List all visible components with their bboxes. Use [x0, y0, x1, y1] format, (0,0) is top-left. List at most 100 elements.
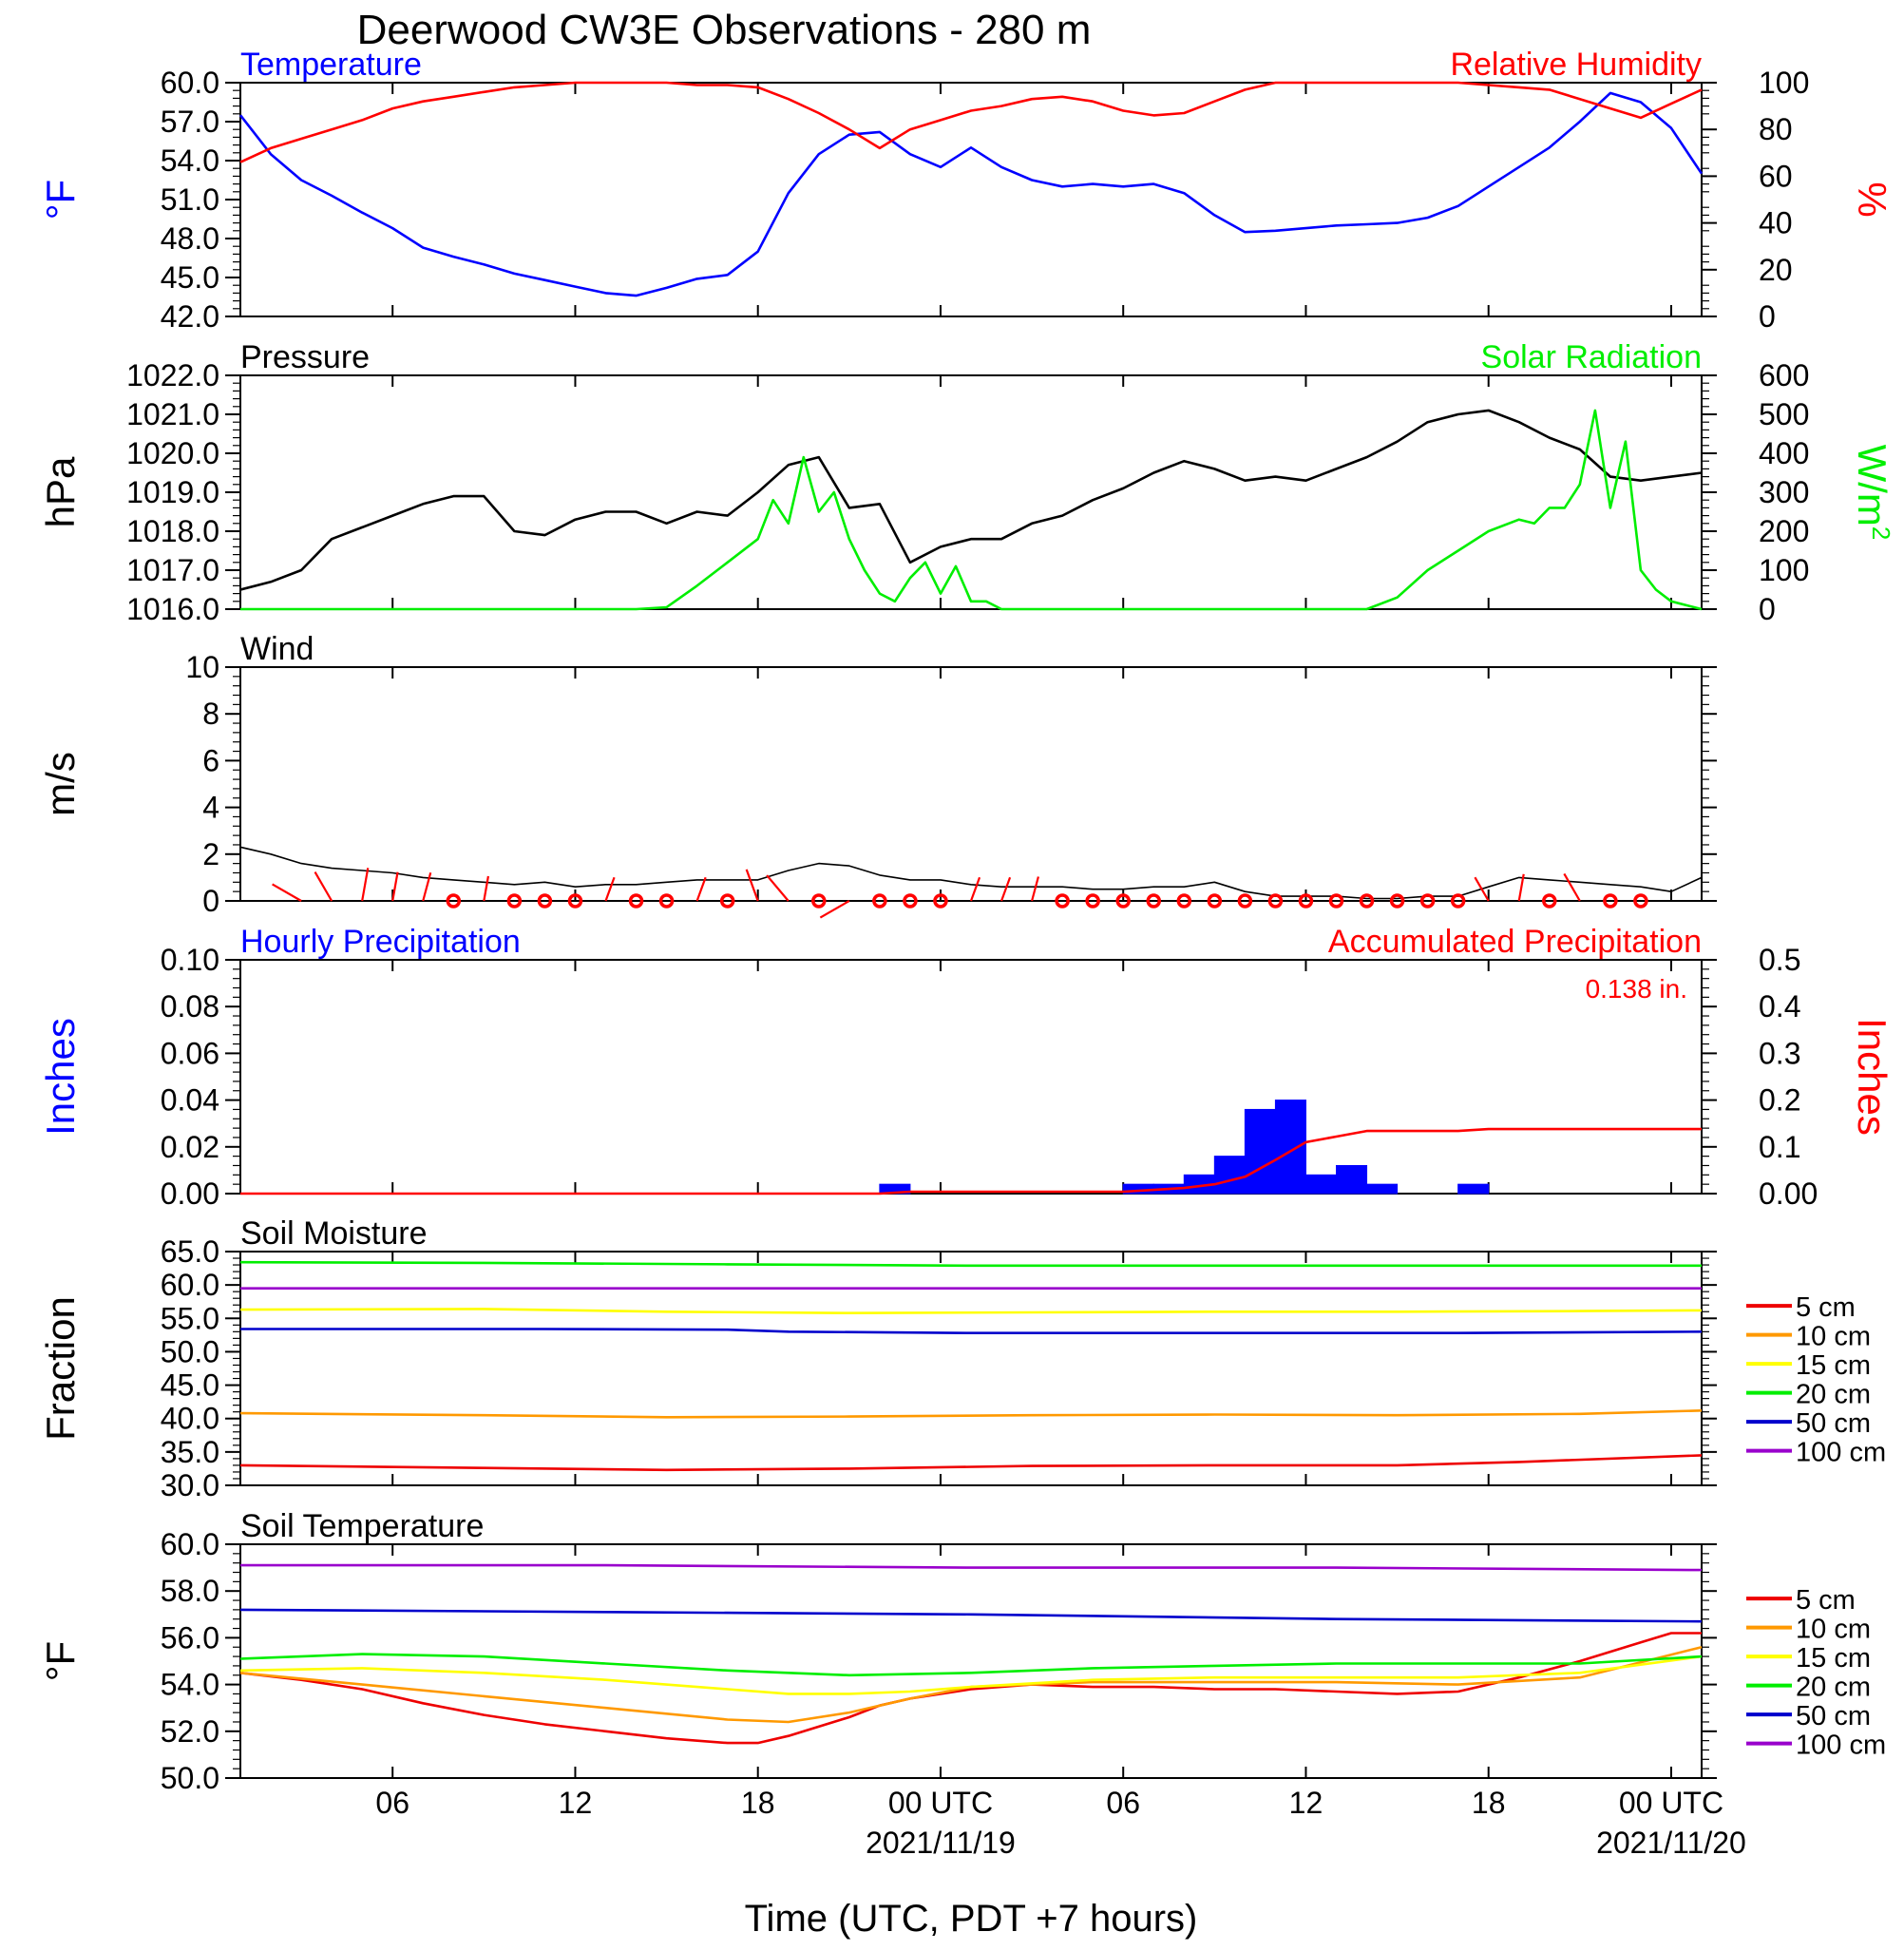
- y-axis-label-right: Inches: [1850, 1018, 1894, 1136]
- wind-barb: [604, 876, 616, 902]
- y-tick-label-left: 45.0: [161, 260, 219, 295]
- y-tick-label-left: 54.0: [161, 143, 219, 178]
- y-tick-label-left: 1022.0: [126, 358, 219, 392]
- legend-label: 100 cm: [1796, 1438, 1886, 1468]
- series-line-relative-humidity: [239, 81, 1703, 163]
- y-tick-label-left: 1021.0: [126, 397, 219, 431]
- y-tick-label-right: 0.5: [1759, 943, 1800, 977]
- precip-bar: [1274, 1100, 1306, 1195]
- y-axis-label-right-superscript: 2: [1867, 526, 1895, 540]
- plot-frame: [239, 82, 1703, 317]
- y-tick-label-right: 80: [1759, 112, 1793, 146]
- series-line-temperature: [238, 91, 1704, 297]
- precip-bar: [1336, 1164, 1368, 1195]
- wind-barb: [766, 874, 790, 902]
- wind-barb: [745, 869, 759, 902]
- x-tick-label: 06: [1106, 1786, 1140, 1820]
- y-tick-label-right: 20: [1759, 253, 1793, 287]
- y-tick-label-right: 0: [1759, 592, 1776, 626]
- series-line-10-cm: [239, 1645, 1703, 1724]
- series-line-pressure: [239, 409, 1703, 591]
- y-tick-label-right: 60: [1759, 159, 1793, 193]
- precip-bar: [1457, 1183, 1490, 1195]
- y-tick-label-right: 100: [1759, 553, 1809, 587]
- y-tick-label-left: 0: [202, 884, 219, 918]
- y-axis-label-right: %: [1850, 182, 1894, 217]
- y-tick-label-left: 8: [202, 697, 219, 731]
- y-tick-label-right: 0.1: [1759, 1130, 1800, 1164]
- calm-wind-circle: [1359, 893, 1375, 909]
- y-tick-label-right: 100: [1759, 66, 1809, 100]
- y-tick-label-left: 0.10: [161, 943, 219, 977]
- panel-6: 50.0 52.0 54.0 56.0 58.0 60.0 Soil Temperature…: [38, 1508, 1886, 1795]
- x-axis: 06 12 18 00 UTC 2021/11/19 06 12 18 00 UTC 2021/1…: [375, 1786, 1745, 1860]
- panel-title-left: Soil Temperature: [240, 1508, 484, 1544]
- legend-label: 15 cm: [1796, 1643, 1871, 1674]
- legend-label: 20 cm: [1796, 1673, 1871, 1703]
- series-line-solar-radiation: [240, 409, 1703, 611]
- x-axis-label: Time (UTC, PDT +7 hours): [745, 1898, 1198, 1940]
- calm-wind-circle: [1055, 893, 1070, 909]
- y-tick-label-left: 45.0: [161, 1368, 219, 1403]
- x-tick-label: 06: [375, 1786, 409, 1820]
- x-tick-label: 18: [741, 1786, 775, 1820]
- calm-wind-circle: [1450, 893, 1466, 909]
- calm-wind-circle: [933, 893, 948, 909]
- panel-3: 0 2 4 6 8 10 Wind m/s: [38, 631, 1717, 919]
- plot-frame: [239, 1251, 1703, 1486]
- y-tick-label-left: 6: [202, 743, 219, 777]
- series-line-50-cm: [239, 1608, 1703, 1623]
- wind-barb: [1474, 876, 1490, 902]
- x-tick-label: 12: [1289, 1786, 1323, 1820]
- y-tick-label-left: 65.0: [161, 1234, 219, 1269]
- wind-barb: [1563, 872, 1581, 902]
- y-tick-label-left: 1019.0: [126, 475, 219, 509]
- y-axis-label-left: °F: [38, 180, 83, 220]
- precip-bar: [1366, 1183, 1399, 1195]
- series-line-15-cm: [239, 1655, 1703, 1695]
- y-tick-label-left: 1016.0: [126, 592, 219, 626]
- y-tick-label-right: 500: [1759, 397, 1809, 431]
- series-line-50-cm: [240, 1328, 1703, 1334]
- y-tick-label-left: 60.0: [161, 1527, 219, 1561]
- calm-wind-circle: [446, 893, 462, 909]
- x-tick-label: 00 UTC: [1619, 1786, 1723, 1820]
- y-tick-label-left: 0.08: [161, 989, 219, 1023]
- y-tick-label-right: 0.3: [1759, 1036, 1800, 1070]
- calm-wind-circle: [872, 893, 887, 909]
- y-tick-label-left: 56.0: [161, 1620, 219, 1655]
- legend-label: 100 cm: [1796, 1731, 1886, 1761]
- legend-label: 50 cm: [1796, 1408, 1871, 1439]
- calm-wind-circle: [1389, 893, 1405, 909]
- calm-wind-circle: [567, 893, 583, 909]
- legend-label: 15 cm: [1796, 1350, 1871, 1381]
- wind-barb: [1031, 876, 1039, 902]
- wind-barb: [422, 871, 432, 902]
- wind-barb: [969, 876, 981, 902]
- accumulated-total: 0.138 in.: [1586, 974, 1687, 1004]
- y-tick-label-left: 0.04: [161, 1083, 219, 1118]
- calm-wind-circle: [1419, 893, 1436, 909]
- series-line-15-cm: [239, 1308, 1703, 1314]
- calm-wind-circle: [658, 893, 675, 909]
- x-date-label: 2021/11/20: [1596, 1826, 1746, 1860]
- y-tick-label-right: 400: [1759, 436, 1809, 470]
- panels: 42.045.048.051.054.057.060.0020406080100…: [38, 47, 1895, 1795]
- y-tick-label-right: 0.4: [1759, 989, 1800, 1023]
- panel-title-left: Soil Moisture: [240, 1215, 428, 1252]
- panel-title-left: Pressure: [240, 339, 370, 375]
- y-tick-label-left: 51.0: [161, 182, 219, 217]
- wind-barb: [391, 871, 399, 902]
- y-tick-label-left: 58.0: [161, 1574, 219, 1608]
- panel-5: 30.035.040.045.050.055.060.065.0 Soil Moi…: [38, 1215, 1886, 1502]
- y-tick-label-right: 600: [1759, 358, 1809, 392]
- y-tick-label-left: 4: [202, 791, 219, 825]
- y-tick-label-right: 0: [1759, 299, 1776, 334]
- calm-wind-circle: [1603, 893, 1618, 909]
- y-tick-label-left: 60.0: [161, 66, 219, 100]
- calm-wind-circle: [537, 893, 553, 909]
- y-tick-label-right: 0.00: [1759, 1176, 1818, 1211]
- wind-barb: [819, 900, 850, 919]
- wind-barb: [1000, 876, 1012, 902]
